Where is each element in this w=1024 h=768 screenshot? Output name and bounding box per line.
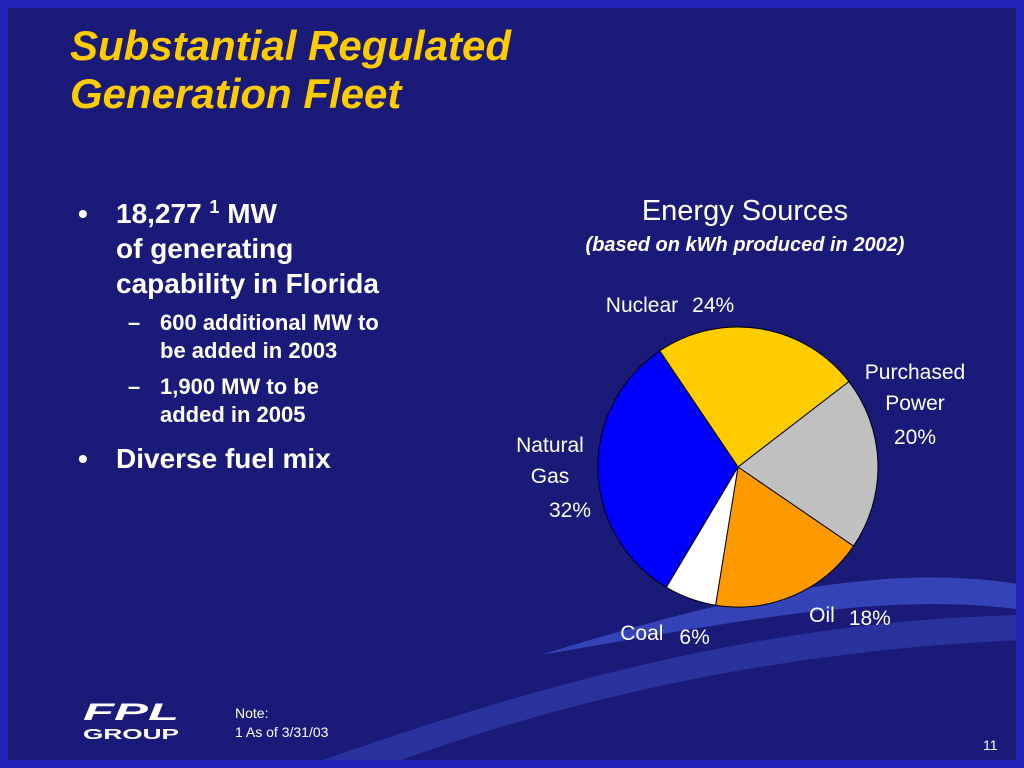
subbullet-2005-line1: 1,900 MW to be xyxy=(160,374,319,399)
bullet-capability-line3: capability in Florida xyxy=(116,268,379,299)
pie-slice-oil xyxy=(715,466,855,608)
pie-slice-natural-gas xyxy=(597,350,739,588)
footnote-marker: 1 xyxy=(209,197,220,217)
capacity-value: 18,277 xyxy=(116,198,202,229)
subbullet-dash: – xyxy=(128,310,141,335)
subbullet-2005: – 1,900 MW to be added in 2005 xyxy=(78,373,478,429)
capacity-unit: MW xyxy=(227,198,277,229)
bullet-capability-line1: 18,277 1 MW xyxy=(116,196,478,231)
bullet-dot: • xyxy=(78,443,88,474)
logo-group-text: GROUP xyxy=(83,726,179,742)
pie-label-natural-gas-name-line1: Natural xyxy=(516,434,584,457)
footnote-label: Note: xyxy=(235,705,269,721)
logo-fpl-text: FPL xyxy=(83,700,179,726)
pie-label-natural-gas-value: 32% xyxy=(548,499,592,522)
pie-label-nuclear-value: 24% xyxy=(692,294,735,317)
bullet-capability: • 18,277 1 MW of generating capability i… xyxy=(78,196,478,301)
pie-label-natural-gas-name-line2: Gas xyxy=(530,465,570,488)
pie-slice-purchased-power xyxy=(737,380,879,547)
pie-label-purchased-power-value: 20% xyxy=(893,426,937,449)
pie-label-purchased-power-name-line2: Power xyxy=(885,392,945,415)
pie-slice-nuclear xyxy=(659,326,850,468)
slide-title: Substantial Regulated Generation Fleet xyxy=(70,22,690,118)
pie-label-nuclear: Nuclear 24% xyxy=(560,290,780,321)
pie-label-coal-value: 6% xyxy=(679,626,710,649)
subbullet-dash: – xyxy=(128,374,141,399)
pie-label-purchased-power: Purchased Power 20% xyxy=(840,357,990,453)
pie-label-coal: Coal 6% xyxy=(600,618,730,649)
subbullet-2003-line1: 600 additional MW to xyxy=(160,310,379,335)
chart-title: Energy Sources xyxy=(641,195,849,227)
footnote: Note: 1 As of 3/31/03 xyxy=(235,704,328,742)
bullet-capability-line2: of generating xyxy=(116,233,294,264)
chart-subtitle: (based on kWh produced in 2002) xyxy=(585,234,905,256)
pie-label-purchased-power-name-line1: Purchased xyxy=(864,361,966,384)
page-number: 11 xyxy=(983,737,998,753)
slide-title-line1: Substantial Regulated xyxy=(70,22,512,69)
fpl-group-logo: FPL GROUP xyxy=(83,700,179,742)
pie-label-oil: Oil 18% xyxy=(790,600,910,631)
pie-label-oil-value: 18% xyxy=(848,607,891,630)
pie-label-nuclear-name: Nuclear xyxy=(605,294,679,317)
bullet-fuel-mix-text: Diverse fuel mix xyxy=(116,443,331,474)
slide-title-line2: Generation Fleet xyxy=(70,70,402,117)
pie-label-natural-gas: Natural Gas 32% xyxy=(495,430,605,526)
subbullet-2003-line2: be added in 2003 xyxy=(160,338,338,363)
bullet-fuel-mix: • Diverse fuel mix xyxy=(78,441,478,476)
footnote-text: 1 As of 3/31/03 xyxy=(235,724,329,740)
pie-label-coal-name: Coal xyxy=(620,622,664,645)
bullet-list: • 18,277 1 MW of generating capability i… xyxy=(78,196,478,476)
subbullet-2005-line2: added in 2005 xyxy=(160,402,306,427)
subbullet-2003: – 600 additional MW to be added in 2003 xyxy=(78,309,478,365)
pie-label-oil-name: Oil xyxy=(809,604,835,627)
bullet-dot: • xyxy=(78,198,88,229)
